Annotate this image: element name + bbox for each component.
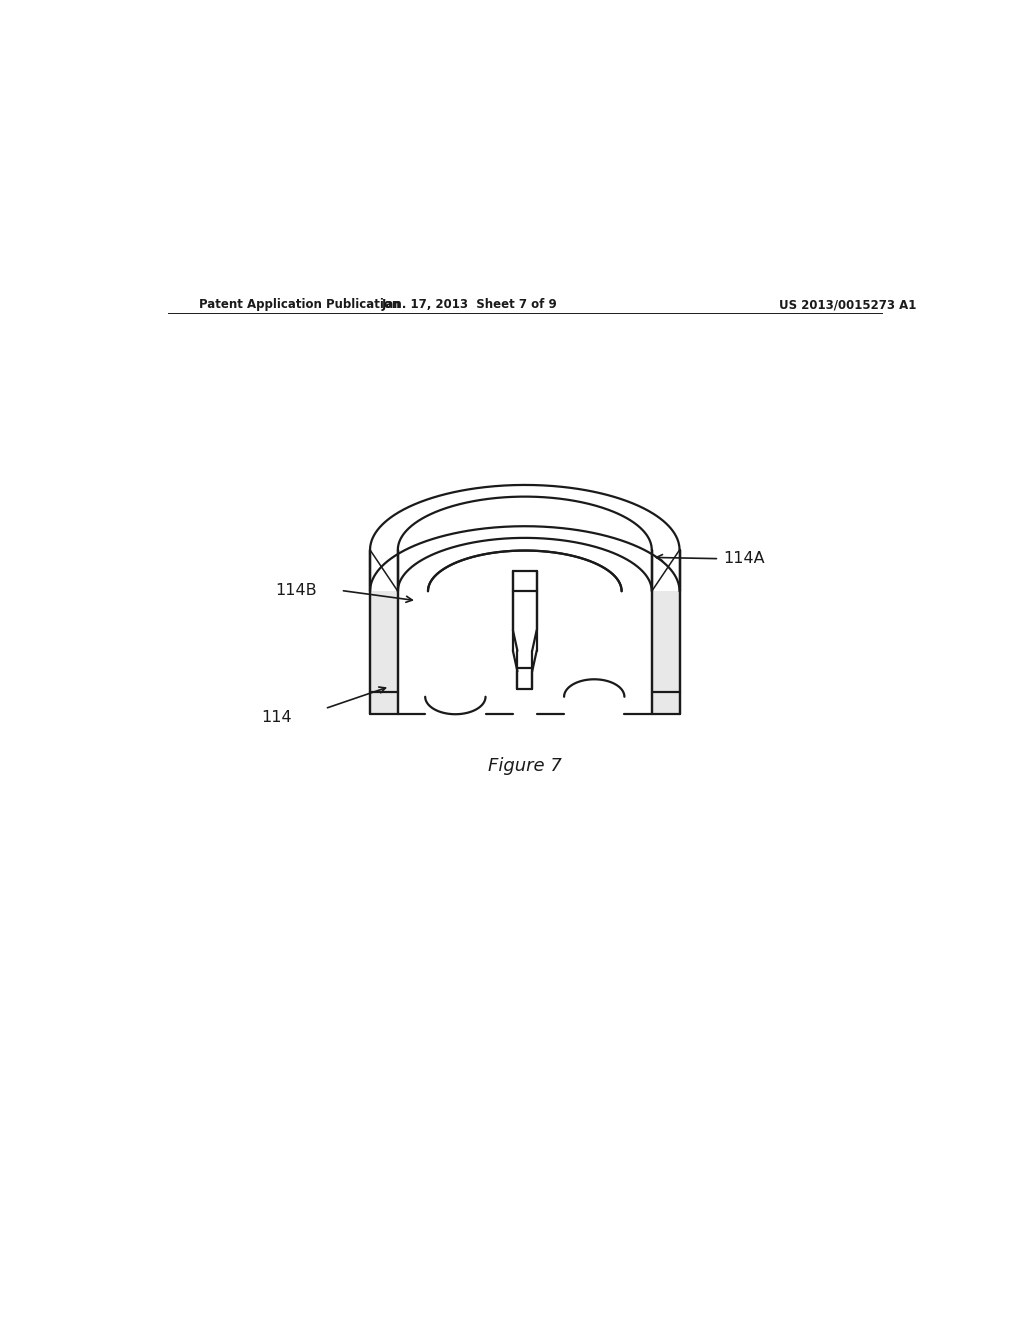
Polygon shape [370, 591, 397, 714]
Polygon shape [652, 591, 680, 714]
Text: Jan. 17, 2013  Sheet 7 of 9: Jan. 17, 2013 Sheet 7 of 9 [381, 298, 557, 312]
Text: 114A: 114A [723, 552, 765, 566]
Text: US 2013/0015273 A1: US 2013/0015273 A1 [778, 298, 916, 312]
Text: Patent Application Publication: Patent Application Publication [200, 298, 400, 312]
Text: 114B: 114B [274, 583, 316, 598]
Text: Figure 7: Figure 7 [487, 756, 562, 775]
Text: 114: 114 [261, 710, 292, 725]
